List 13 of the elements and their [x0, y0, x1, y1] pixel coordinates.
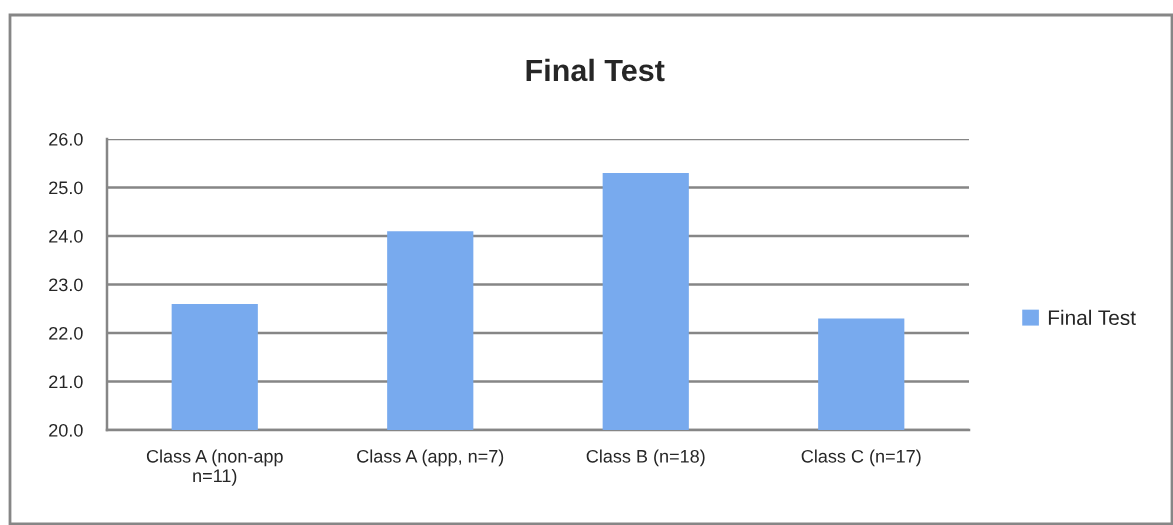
y-tick-label: 22.0: [49, 326, 83, 340]
y-tick-label: 21.0: [49, 375, 83, 389]
y-tick-label: 24.0: [49, 229, 83, 243]
y-tick-label: 23.0: [49, 278, 83, 292]
x-tick-label: Class C (n=17): [801, 449, 921, 467]
y-tick-label: 26.0: [49, 132, 83, 146]
y-tick-label: 25.0: [49, 181, 83, 195]
x-tick-label: Class A (non-app n=11): [146, 449, 283, 486]
legend-label: Final Test: [1048, 309, 1136, 326]
x-tick-label: Class B (n=18): [586, 449, 705, 467]
y-tick-label: 20.0: [49, 423, 83, 437]
x-tick-label: Class A (app, n=7): [357, 449, 504, 467]
chart-title: Final Test: [526, 58, 665, 82]
